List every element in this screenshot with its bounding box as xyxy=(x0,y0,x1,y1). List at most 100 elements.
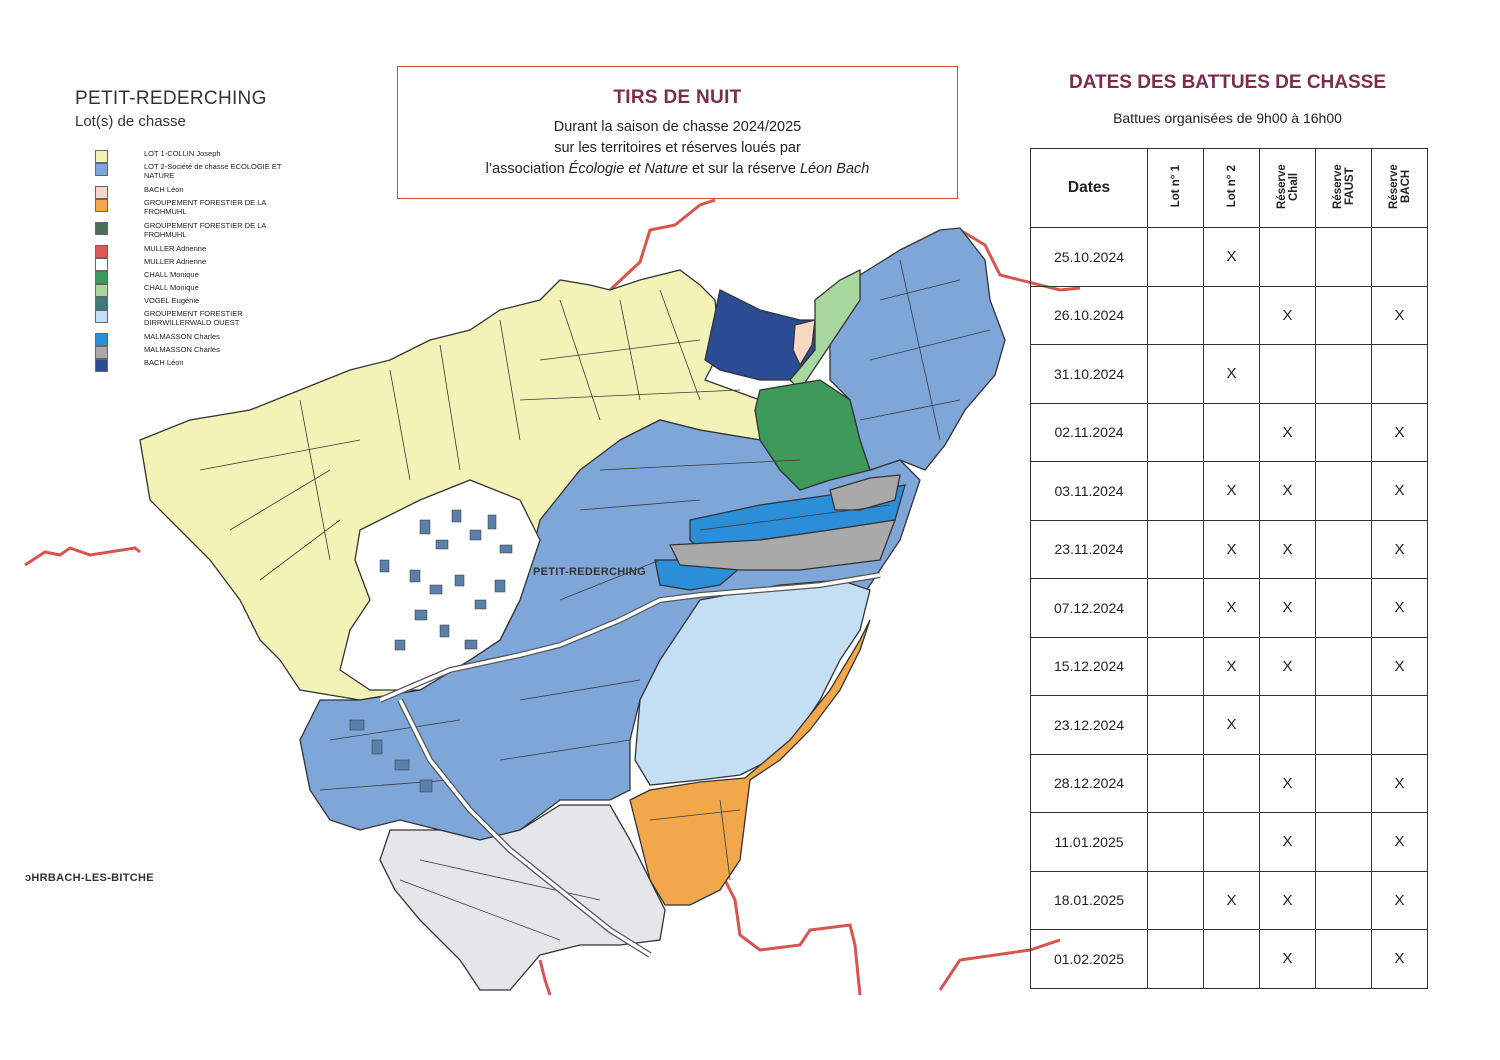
mark-cell xyxy=(1315,929,1372,989)
legend-item: MALMASSON Charles xyxy=(95,345,295,359)
mark-cell xyxy=(1371,227,1428,287)
mark-cell xyxy=(1259,695,1316,755)
village-label: PETIT-REDERCHING xyxy=(533,566,646,578)
date-cell: 07.12.2024 xyxy=(1030,578,1148,638)
date-cell: 23.12.2024 xyxy=(1030,695,1148,755)
legend-swatch xyxy=(95,163,108,176)
legend-swatch xyxy=(95,222,108,235)
date-cell: 23.11.2024 xyxy=(1030,519,1148,579)
mark-cell xyxy=(1315,636,1372,696)
mark-cell xyxy=(1371,344,1428,404)
legend-item: GROUPEMENT FORESTIER DIRRWILLERWALD OUES… xyxy=(95,309,295,333)
table-row: 25.10.2024 X xyxy=(1030,227,1428,287)
mark-cell: X xyxy=(1259,519,1316,579)
mark-cell: X xyxy=(1259,461,1316,521)
header-reserve-chall: Réserve Chall xyxy=(1259,148,1316,228)
battues-table: Dates Lot n° 1 Lot n° 2 Réserve Chall Ré… xyxy=(1030,148,1428,989)
table-row: 15.12.2024 X X X xyxy=(1030,636,1428,696)
table-row: 01.02.2025 X X xyxy=(1030,929,1428,989)
mark-cell: X xyxy=(1259,753,1316,813)
battues-body: 25.10.2024 X 26.10.2024 X X 31.10.2024 X 02.11.… xyxy=(1030,227,1428,989)
night-line-3-pre: l’association xyxy=(485,161,569,177)
legend-item: LOT 2-Société de chasse ECOLOGIE ET NATU… xyxy=(95,162,295,186)
mark-cell: X xyxy=(1203,578,1260,638)
legend-label: MALMASSON Charles xyxy=(144,332,220,341)
mark-cell xyxy=(1315,227,1372,287)
table-row: 11.01.2025 X X xyxy=(1030,812,1428,872)
legend-swatch xyxy=(95,333,108,346)
legend-swatch xyxy=(95,284,108,297)
mark-cell xyxy=(1147,402,1204,462)
mark-cell xyxy=(1147,636,1204,696)
mark-cell xyxy=(1203,929,1260,989)
header-reserve-bach: Réserve BACH xyxy=(1371,148,1428,228)
mark-cell xyxy=(1147,753,1204,813)
mark-cell xyxy=(1315,461,1372,521)
date-cell: 18.01.2025 xyxy=(1030,870,1148,930)
table-row: 07.12.2024 X X X xyxy=(1030,578,1428,638)
legend-swatch xyxy=(95,297,108,310)
mark-cell: X xyxy=(1371,285,1428,345)
mark-cell xyxy=(1315,753,1372,813)
mark-cell xyxy=(1203,753,1260,813)
table-row: 26.10.2024 X X xyxy=(1030,285,1428,345)
village-buildings xyxy=(349,509,513,793)
mark-cell: X xyxy=(1259,285,1316,345)
table-row: 31.10.2024 X xyxy=(1030,344,1428,404)
legend-item: GROUPEMENT FORESTIER DE LA FROHMUHL xyxy=(95,198,295,222)
legend-item: GROUPEMENT FORESTIER DE LA FROHMUHL xyxy=(95,221,295,245)
mark-cell xyxy=(1147,461,1204,521)
mark-cell xyxy=(1203,402,1260,462)
date-cell: 28.12.2024 xyxy=(1030,753,1148,813)
legend-item: CHALL Monique xyxy=(95,270,295,284)
legend-subtitle: Lot(s) de chasse xyxy=(75,113,186,130)
mark-cell: X xyxy=(1203,227,1260,287)
date-cell: 25.10.2024 xyxy=(1030,227,1148,287)
date-cell: 01.02.2025 xyxy=(1030,929,1148,989)
legend-swatch xyxy=(95,271,108,284)
table-row: 28.12.2024 X X xyxy=(1030,753,1428,813)
legend-swatch xyxy=(95,310,108,323)
night-line-3-reserve: Léon Bach xyxy=(799,161,870,177)
mark-cell: X xyxy=(1259,812,1316,872)
legend-label: GROUPEMENT FORESTIER DE LA FROHMUHL xyxy=(144,221,266,239)
legend-swatch xyxy=(95,199,108,212)
legend-label: GROUPEMENT FORESTIER DE LA FROHMUHL xyxy=(144,198,266,216)
legend-label: LOT 1-COLLIN Joseph xyxy=(144,149,221,158)
mark-cell xyxy=(1147,227,1204,287)
mark-cell xyxy=(1259,227,1316,287)
mark-cell xyxy=(1315,519,1372,579)
legend-label: MULLER Adrienne xyxy=(144,244,207,253)
mark-cell: X xyxy=(1371,812,1428,872)
header-reserve-faust: Réserve FAUST xyxy=(1315,148,1372,228)
legend-item: LOT 1-COLLIN Joseph xyxy=(95,149,295,163)
legend-label: BACH Léon xyxy=(144,185,184,194)
legend-label: CHALL Monique xyxy=(144,283,199,292)
parcel-lines xyxy=(199,259,991,941)
date-cell: 31.10.2024 xyxy=(1030,344,1148,404)
table-row: 23.12.2024 X xyxy=(1030,695,1428,755)
mark-cell: X xyxy=(1203,519,1260,579)
table-row: 23.11.2024 X X X xyxy=(1030,519,1428,579)
date-cell: 02.11.2024 xyxy=(1030,402,1148,462)
mark-cell xyxy=(1371,695,1428,755)
mark-cell xyxy=(1147,870,1204,930)
legend-swatch xyxy=(95,346,108,359)
legend-item: MULLER Adrienne xyxy=(95,257,295,271)
mark-cell: X xyxy=(1259,636,1316,696)
main-road xyxy=(378,572,881,958)
mark-cell: X xyxy=(1259,578,1316,638)
legend-title: PETIT-REDERCHING xyxy=(75,88,267,109)
mark-cell: X xyxy=(1259,402,1316,462)
mark-cell xyxy=(1315,344,1372,404)
legend-list: LOT 1-COLLIN Joseph LOT 2-Société de cha… xyxy=(95,149,295,372)
legend-label: GROUPEMENT FORESTIER DIRRWILLERWALD OUES… xyxy=(144,309,243,327)
legend-label: VOGEL Eugénie xyxy=(144,296,200,305)
mark-cell: X xyxy=(1203,870,1260,930)
mark-cell: X xyxy=(1371,402,1428,462)
mark-cell xyxy=(1203,285,1260,345)
mark-cell: X xyxy=(1259,929,1316,989)
mark-cell xyxy=(1259,344,1316,404)
legend-item: BACH Léon xyxy=(95,358,295,372)
